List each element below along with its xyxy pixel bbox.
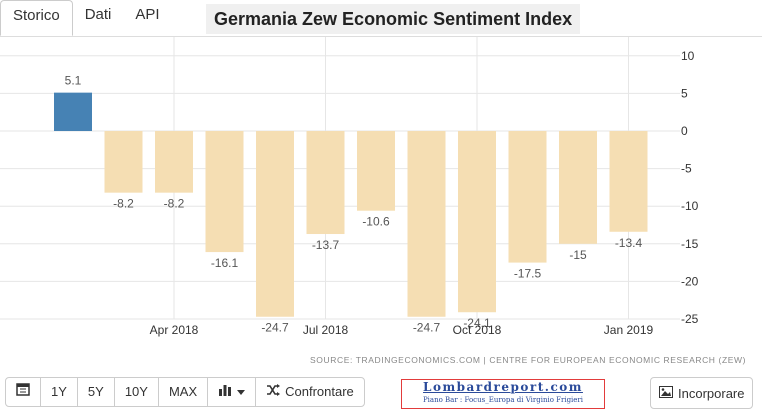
tab-label: Storico	[13, 7, 60, 24]
image-icon	[659, 385, 673, 401]
x-tick-label: Jan 2019	[604, 323, 654, 337]
data-label: -13.7	[312, 238, 340, 252]
data-label: -8.2	[164, 197, 185, 211]
bar	[54, 92, 92, 131]
embed-label: Incorporare	[678, 385, 745, 401]
data-label: -13.4	[615, 236, 643, 250]
y-tick-label: 10	[681, 49, 695, 63]
chart-title: Germania Zew Economic Sentiment Index	[206, 4, 581, 34]
bar	[357, 131, 395, 211]
range-max-button[interactable]: MAX	[157, 377, 209, 407]
source-note: SOURCE: TRADINGECONOMICS.COM | CENTRE FO…	[310, 355, 747, 365]
y-tick-label: 5	[681, 86, 688, 100]
chart-type-button[interactable]	[207, 377, 257, 407]
tab-bar: Storico Dati API	[0, 0, 172, 36]
bar	[559, 131, 597, 244]
calendar-icon	[16, 377, 30, 407]
data-label: -15	[569, 248, 587, 262]
bar	[508, 131, 547, 263]
data-label: -17.5	[514, 267, 542, 281]
tab-api[interactable]: API	[123, 0, 171, 36]
compare-button[interactable]: Confrontare	[255, 377, 365, 407]
range-10y-button[interactable]: 10Y	[113, 377, 159, 407]
y-tick-label: -10	[681, 199, 699, 213]
toolbar: 1Y 5Y 10Y MAX Confrontare	[5, 377, 365, 407]
y-tick-label: 0	[681, 124, 688, 138]
chart-canvas: 10 5 0 -5 -10 -15 -20 -25 5.1 -8.2 -8.2 -16.1 -24.7 -…	[0, 37, 699, 337]
compare-label: Confrontare	[285, 384, 354, 399]
bar	[458, 131, 496, 313]
x-tick-label: Oct 2018	[453, 323, 502, 337]
tab-dati[interactable]: Dati	[73, 0, 124, 36]
data-label: -10.6	[362, 215, 390, 229]
range-1y-button[interactable]: 1Y	[40, 377, 78, 407]
embed-button[interactable]: Incorporare	[650, 377, 754, 409]
bar	[155, 131, 193, 193]
data-label: -16.1	[211, 256, 239, 270]
calendar-button[interactable]	[5, 377, 41, 407]
data-label: -8.2	[113, 197, 134, 211]
y-tick-label: -25	[681, 312, 699, 326]
bar	[407, 131, 446, 317]
bar-chart-icon	[218, 377, 232, 407]
data-label: -24.7	[413, 321, 441, 335]
bar	[256, 131, 294, 317]
bar	[104, 131, 143, 193]
y-tick-label: -5	[681, 162, 692, 176]
caret-down-icon	[237, 377, 246, 407]
lombardreport-watermark: Lombardreport.com Piano Bar : Focus_Euro…	[401, 379, 605, 409]
tab-storico[interactable]: Storico	[0, 0, 73, 36]
tab-divider	[0, 36, 762, 37]
bar	[609, 131, 648, 232]
tab-label: Dati	[84, 6, 112, 23]
watermark-sub: Piano Bar : Focus_Europa di Virginio Fri…	[422, 396, 584, 404]
y-tick-label: -15	[681, 237, 699, 251]
watermark-main: Lombardreport.com	[423, 380, 583, 394]
tab-label: API	[135, 6, 160, 23]
data-label: 5.1	[65, 74, 82, 88]
shuffle-icon	[266, 377, 281, 407]
bar	[205, 131, 244, 253]
y-tick-label: -20	[681, 274, 699, 288]
range-5y-button[interactable]: 5Y	[76, 377, 115, 407]
data-label: -24.1	[463, 316, 491, 330]
bar	[306, 131, 345, 235]
x-tick-label: Apr 2018	[150, 323, 199, 337]
data-label: -24.7	[261, 321, 289, 335]
x-tick-label: Jul 2018	[303, 323, 349, 337]
